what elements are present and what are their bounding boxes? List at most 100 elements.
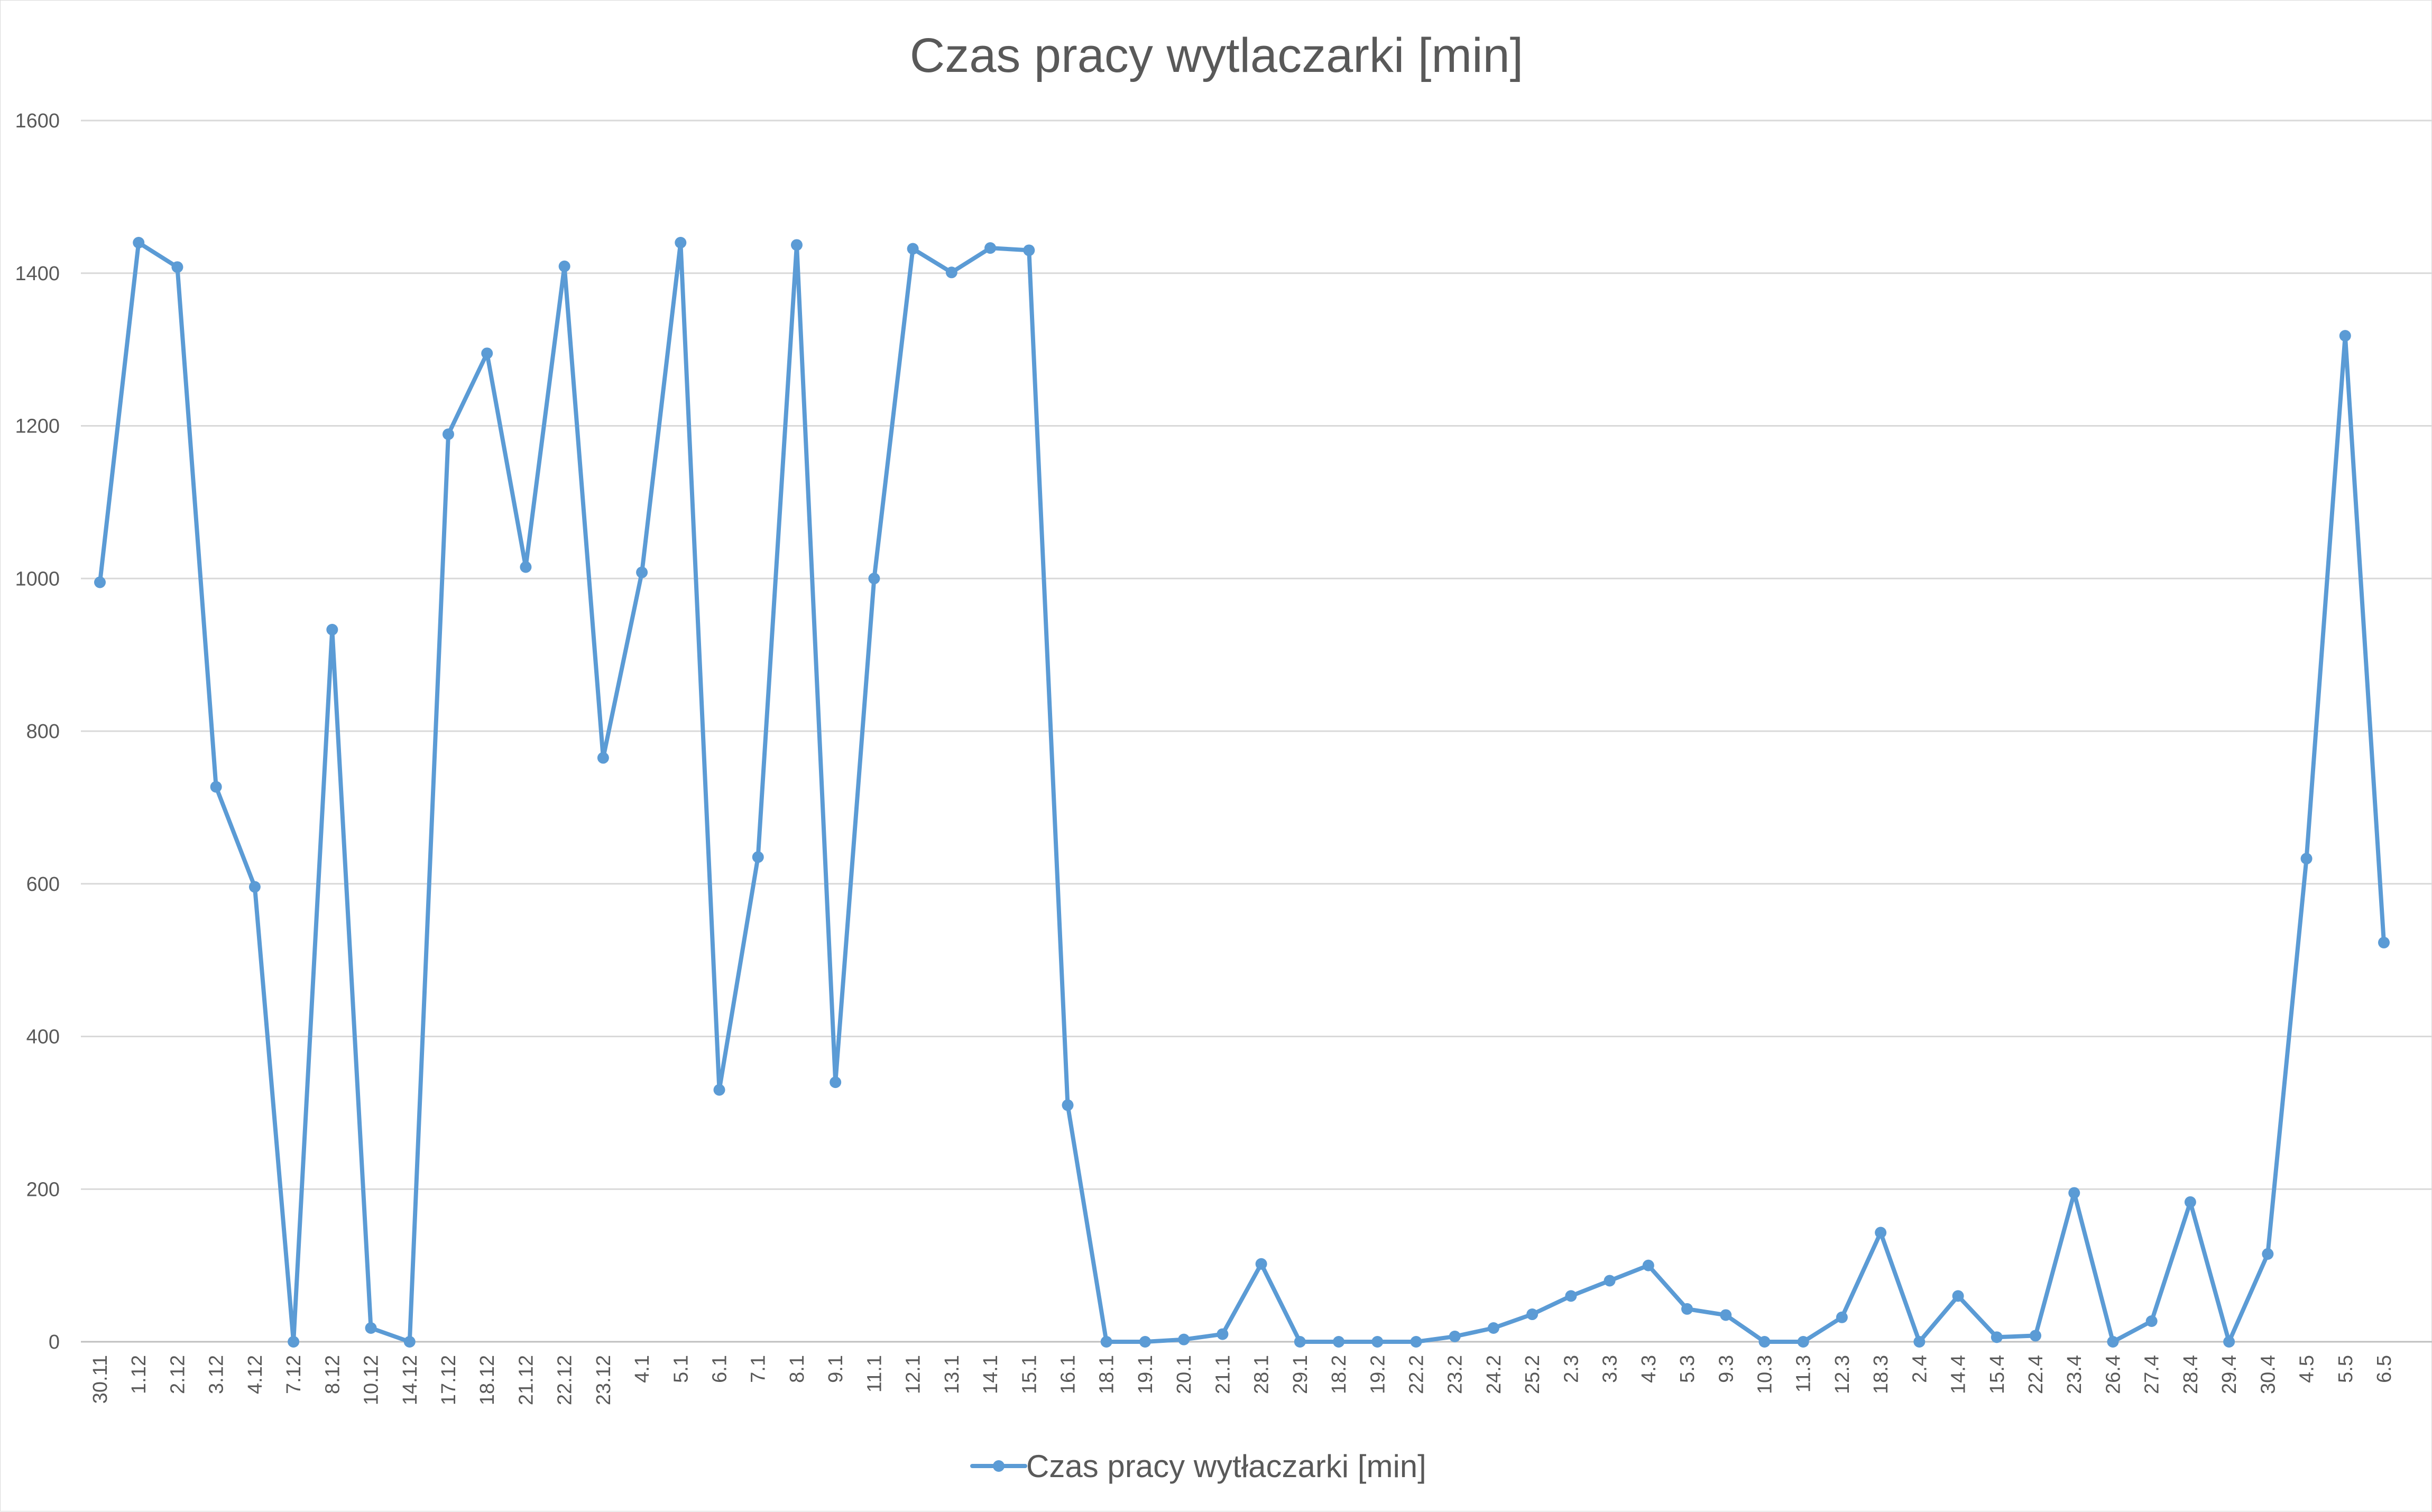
- data-point: [1294, 1336, 1306, 1348]
- x-tick-label: 3.3: [1599, 1355, 1622, 1383]
- data-point: [1952, 1290, 1964, 1302]
- data-point: [1836, 1311, 1848, 1323]
- data-point: [326, 623, 338, 635]
- y-axis-tick-labels: 0 200 400 600 800 1000 1200 1400 1600: [15, 110, 60, 1353]
- x-tick-label: 11.1: [863, 1355, 886, 1393]
- x-tick-label: 17.12: [438, 1355, 460, 1405]
- data-point: [868, 573, 880, 585]
- data-point: [1991, 1331, 2003, 1343]
- data-point: [1604, 1275, 1616, 1287]
- x-tick-label: 21.1: [1212, 1355, 1234, 1394]
- x-tick-label: 4.12: [244, 1355, 266, 1394]
- x-tick-label: 12.1: [902, 1355, 925, 1394]
- data-point: [2378, 936, 2390, 948]
- y-tick-label: 200: [26, 1178, 60, 1201]
- x-tick-label: 30.11: [89, 1355, 112, 1404]
- x-tick-label: 28.1: [1251, 1355, 1273, 1394]
- data-point: [1139, 1336, 1151, 1348]
- data-series: [94, 237, 2390, 1348]
- data-point: [1100, 1336, 1112, 1348]
- y-tick-label: 1400: [15, 263, 60, 285]
- y-tick-label: 1000: [15, 568, 60, 590]
- data-point: [945, 266, 957, 279]
- series-line: [98, 241, 2386, 1344]
- y-tick-label: 1200: [15, 416, 60, 438]
- x-tick-label: 27.4: [2141, 1355, 2163, 1394]
- x-tick-label: 19.2: [1367, 1355, 1389, 1394]
- legend-entry-label: Czas pracy wytłaczarki [min]: [1026, 1449, 1426, 1484]
- x-tick-label: 29.1: [1289, 1355, 1312, 1394]
- data-point: [752, 851, 764, 863]
- x-tick-label: 4.5: [2296, 1355, 2318, 1383]
- x-tick-label: 28.4: [2180, 1355, 2202, 1394]
- x-tick-label: 23.2: [1444, 1355, 1467, 1394]
- x-axis-tick-labels: 30.11 1.12 2.12 3.12 4.12 7.12 8.12 10.12 14.12 1…: [89, 1355, 2396, 1405]
- data-point: [1371, 1336, 1384, 1348]
- data-point: [636, 566, 648, 578]
- data-point: [558, 260, 570, 272]
- x-tick-label: 10.12: [361, 1355, 383, 1405]
- x-tick-label: 22.2: [1405, 1355, 1427, 1394]
- data-point: [171, 261, 183, 273]
- x-tick-label: 6.5: [2373, 1355, 2396, 1383]
- data-point: [713, 1084, 725, 1096]
- x-tick-label: 13.1: [941, 1355, 963, 1394]
- data-point: [790, 239, 803, 251]
- x-tick-label: 5.1: [670, 1355, 692, 1383]
- data-point: [1875, 1227, 1887, 1239]
- data-point: [2068, 1187, 2080, 1199]
- x-tick-label: 16.1: [1057, 1355, 1080, 1394]
- x-tick-label: 29.4: [2218, 1355, 2241, 1394]
- x-tick-label: 6.1: [709, 1355, 731, 1383]
- data-point: [520, 561, 532, 573]
- x-tick-label: 21.12: [515, 1355, 537, 1405]
- data-point: [365, 1322, 377, 1334]
- x-tick-label: 22.4: [2025, 1355, 2047, 1394]
- data-point: [1178, 1333, 1190, 1345]
- x-tick-label: 23.12: [593, 1355, 615, 1405]
- x-tick-label: 15.1: [1018, 1355, 1040, 1394]
- x-tick-label: 4.1: [631, 1355, 653, 1383]
- data-point: [1797, 1336, 1809, 1348]
- data-point: [1681, 1303, 1693, 1315]
- x-tick-label: 9.3: [1715, 1355, 1737, 1383]
- data-point: [1333, 1336, 1345, 1348]
- x-tick-label: 14.1: [980, 1355, 1002, 1394]
- x-tick-label: 4.3: [1638, 1355, 1660, 1383]
- x-tick-label: 18.2: [1328, 1355, 1350, 1394]
- x-tick-label: 7.1: [748, 1355, 770, 1383]
- data-point: [830, 1076, 842, 1089]
- data-point: [675, 237, 687, 248]
- x-tick-label: 18.3: [1870, 1355, 1892, 1394]
- x-tick-label: 2.4: [1909, 1355, 1931, 1383]
- x-tick-label: 5.5: [2335, 1355, 2357, 1383]
- data-point: [2107, 1336, 2119, 1348]
- y-tick-label: 800: [26, 721, 60, 743]
- x-tick-label: 19.1: [1135, 1355, 1157, 1394]
- data-point: [2339, 330, 2351, 342]
- x-tick-label: 15.4: [1986, 1355, 2009, 1394]
- x-tick-label: 7.12: [283, 1355, 305, 1394]
- data-point: [94, 576, 106, 588]
- x-tick-label: 26.4: [2102, 1355, 2124, 1394]
- x-tick-label: 23.4: [2063, 1355, 2086, 1394]
- x-tick-label: 18.1: [1096, 1355, 1118, 1394]
- x-tick-label: 10.3: [1754, 1355, 1776, 1394]
- data-point: [1526, 1308, 1539, 1321]
- data-point: [1758, 1336, 1771, 1348]
- data-point: [1449, 1330, 1461, 1342]
- data-point: [403, 1336, 416, 1348]
- y-tick-label: 600: [26, 873, 60, 896]
- data-point: [907, 243, 919, 255]
- x-tick-label: 1.12: [128, 1355, 150, 1394]
- legend-point-marker: [993, 1460, 1005, 1472]
- x-tick-label: 30.4: [2257, 1355, 2279, 1394]
- x-tick-label: 2.3: [1560, 1355, 1582, 1383]
- x-tick-label: 18.12: [476, 1355, 499, 1405]
- x-tick-label: 14.12: [399, 1355, 421, 1405]
- x-tick-label: 8.12: [321, 1355, 344, 1394]
- data-point: [1913, 1336, 1926, 1348]
- data-point: [1217, 1328, 1229, 1340]
